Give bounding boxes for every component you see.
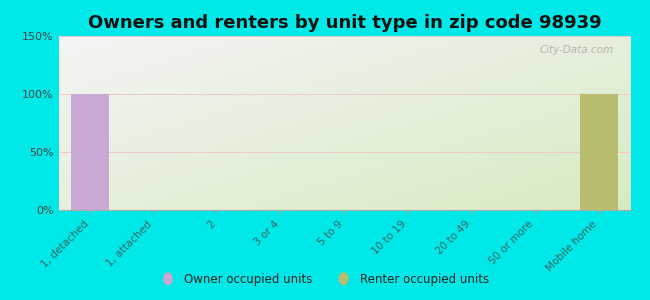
- Bar: [72, 94, 109, 210]
- Bar: [580, 94, 617, 210]
- Title: Owners and renters by unit type in zip code 98939: Owners and renters by unit type in zip c…: [88, 14, 601, 32]
- Text: City-Data.com: City-Data.com: [540, 45, 614, 55]
- Legend: Owner occupied units, Renter occupied units: Owner occupied units, Renter occupied un…: [156, 269, 494, 291]
